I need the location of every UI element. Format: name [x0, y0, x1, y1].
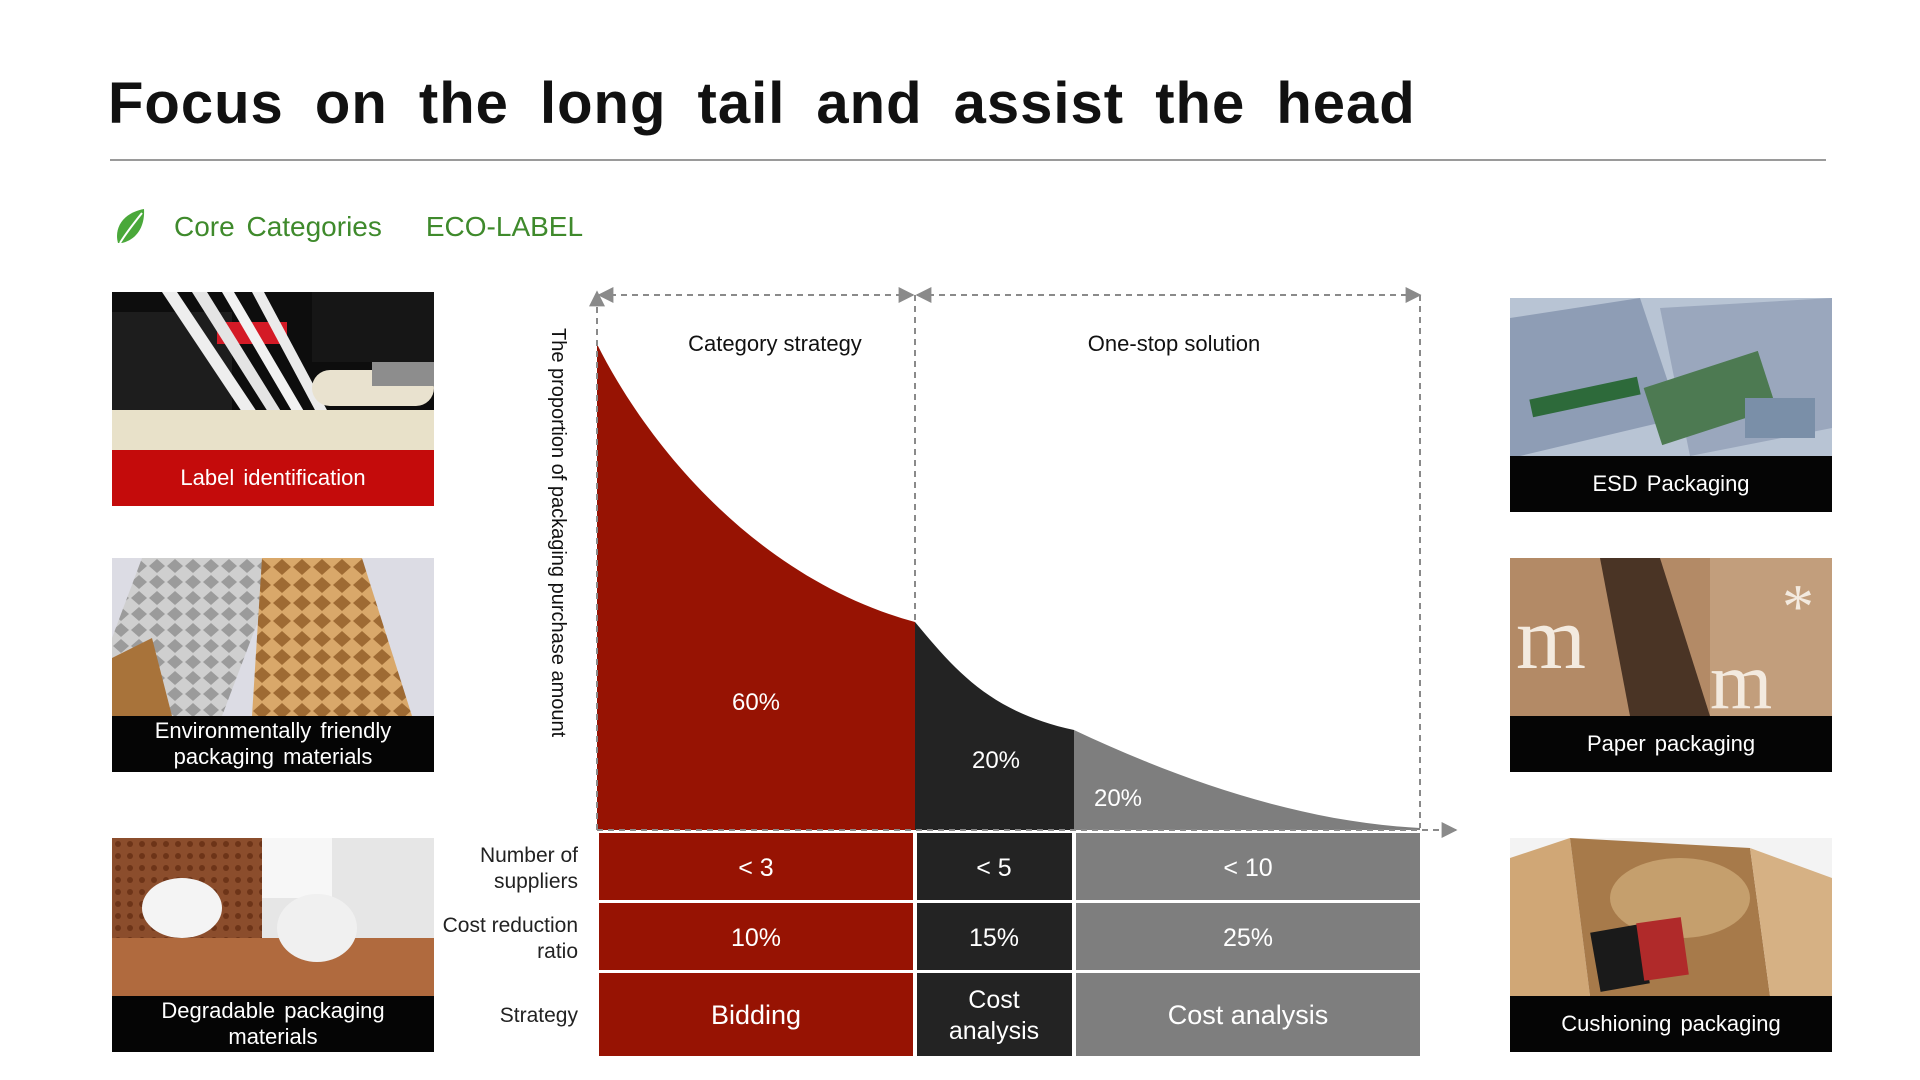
table-cell: < 5: [976, 854, 1011, 882]
card-caption: ESD Packaging: [1510, 456, 1832, 512]
label-machine-photo: [112, 292, 434, 450]
segment-tail-area: [1074, 730, 1420, 830]
segment-head-area: [597, 344, 915, 830]
segment-share-label: 20%: [972, 747, 1020, 774]
segment-share-label: 20%: [1094, 785, 1142, 812]
esd-bags-photo: [1510, 298, 1832, 456]
card-esd-packaging: ESD Packaging: [1510, 298, 1832, 512]
cushioning-box-photo: [1510, 838, 1832, 996]
table-cell: Cost analysis: [949, 986, 1039, 1045]
table-cell: < 3: [738, 854, 773, 882]
section-label: Core Categories: [174, 211, 382, 242]
svg-text:m: m: [1516, 589, 1586, 688]
table-cell: Bidding: [711, 1000, 801, 1030]
table-cell-bg: [1076, 833, 1420, 900]
segment-middle-area: [915, 622, 1074, 830]
honeycomb-paper-photo: [112, 558, 434, 716]
card-degradable-materials: Degradable packaging materials: [112, 838, 434, 1052]
table-cell: 15%: [969, 924, 1019, 952]
page-title: Focus on the long tail and assist the he…: [108, 71, 1416, 136]
y-axis-label: The proportion of packaging purchase amo…: [547, 328, 569, 738]
table-cell-bg: [917, 833, 1072, 900]
table-cell: < 10: [1223, 854, 1272, 882]
section-header: Core Categories ECO-LABEL: [112, 205, 583, 249]
table-cell: Cost analysis: [1168, 1000, 1329, 1030]
table-cell-bg: [917, 973, 1072, 1056]
table-cell-bg: [599, 973, 913, 1056]
svg-text:m: m: [1710, 638, 1772, 716]
region-label-one-stop: One-stop solution: [1088, 331, 1260, 356]
card-caption: Paper packaging: [1510, 716, 1832, 772]
title-divider: [110, 159, 1826, 161]
region-label-category: Category strategy: [688, 331, 862, 356]
table-cell-bg: [917, 903, 1072, 970]
degradable-foam-photo: [112, 838, 434, 996]
card-caption: Degradable packaging materials: [112, 996, 434, 1052]
card-eco-materials: Environmentally friendly packaging mater…: [112, 558, 434, 772]
card-cushioning-packaging: Cushioning packaging: [1510, 838, 1832, 1052]
table-cell-bg: [599, 903, 913, 970]
card-caption: Environmentally friendly packaging mater…: [112, 716, 434, 772]
table-cell-bg: [1076, 973, 1420, 1056]
paper-box-photo: m m *: [1510, 558, 1832, 716]
metrics-table: Number of suppliers Cost reduction ratio S…: [443, 833, 1420, 1056]
card-paper-packaging: m m * Paper packaging: [1510, 558, 1832, 772]
leaf-icon: [117, 209, 145, 244]
table-row-label: Number of suppliers: [480, 844, 578, 893]
section-sub-label: ECO-LABEL: [425, 211, 584, 242]
svg-text:*: *: [1782, 571, 1814, 642]
table-row-label: Cost reduction ratio: [443, 914, 578, 963]
table-cell: 10%: [731, 924, 781, 952]
segment-share-label: 60%: [732, 689, 780, 716]
table-cell-bg: [599, 833, 913, 900]
card-label-identification: Label identification: [112, 292, 434, 506]
card-caption: Label identification: [112, 450, 434, 506]
card-caption: Cushioning packaging: [1510, 996, 1832, 1052]
table-cell: 25%: [1223, 924, 1273, 952]
table-row-label: Strategy: [500, 1004, 579, 1027]
table-cell-bg: [1076, 903, 1420, 970]
